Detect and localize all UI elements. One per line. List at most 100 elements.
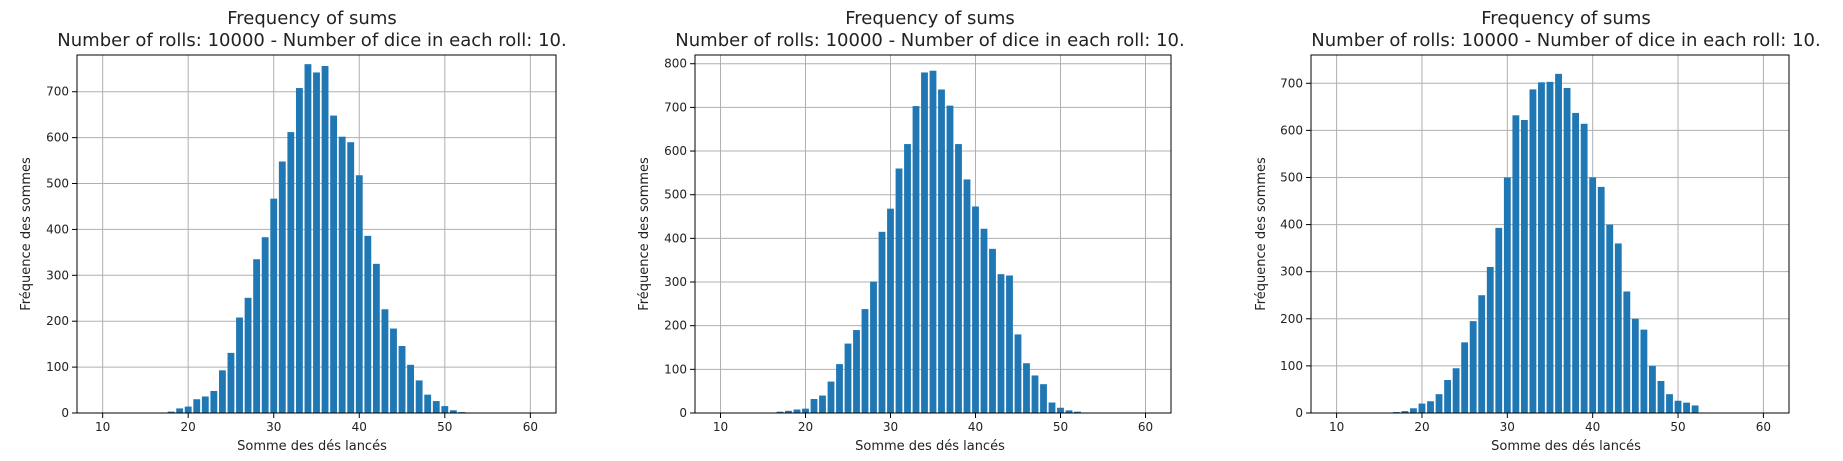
histogram-bar (390, 328, 397, 413)
histogram-bar (827, 381, 835, 413)
histogram-bar (904, 144, 911, 413)
x-tick-label: 40 (352, 420, 367, 434)
x-tick-label: 20 (181, 420, 196, 434)
histogram-bar (330, 115, 338, 413)
histogram-bar (1469, 321, 1477, 413)
x-tick-label: 60 (523, 420, 538, 434)
histogram-bar (1427, 401, 1434, 413)
chart-panel-3: Frequency of sums Number of rolls: 10000… (1254, 8, 1821, 454)
histogram-bar (946, 105, 954, 413)
histogram-bar (415, 380, 423, 413)
y-tick-label: 700 (1280, 76, 1303, 90)
histogram-bar (236, 317, 243, 413)
histogram-bar (441, 406, 449, 413)
histogram-bar (887, 208, 894, 413)
histogram-bar (895, 168, 903, 413)
y-tick-label: 700 (46, 85, 69, 99)
histogram-bar (449, 410, 457, 413)
histogram-bar (1486, 266, 1494, 413)
x-tick-label: 10 (1329, 420, 1344, 434)
x-axis-label: Somme des dés lancés (855, 439, 1005, 454)
histogram-bar (1512, 115, 1520, 413)
histogram-bar (244, 297, 252, 413)
histogram-bar (1691, 405, 1699, 413)
histogram-bar (1606, 224, 1614, 413)
histogram-bar (1503, 177, 1511, 413)
histogram-bar (270, 198, 278, 413)
histogram-bar (1023, 363, 1030, 413)
histogram-bar (1563, 87, 1571, 413)
histogram-bar (184, 406, 192, 413)
x-tick-label: 30 (883, 420, 898, 434)
histogram-bar (167, 411, 175, 413)
histogram-bar (1614, 243, 1622, 413)
histogram-bar (1597, 186, 1605, 413)
y-axis-label: Fréquence des sommes (1254, 157, 1269, 311)
y-tick-label: 300 (664, 275, 687, 289)
histogram-bar (776, 411, 784, 413)
chart-subtitle: Number of rolls: 10000 - Number of dice … (57, 30, 566, 51)
histogram-bar (819, 395, 826, 413)
histogram-bar (364, 235, 372, 413)
y-tick-label: 400 (46, 222, 69, 236)
y-tick-label: 0 (1295, 406, 1303, 420)
histogram-bar (963, 179, 971, 413)
histogram-bar (210, 390, 218, 413)
histogram-bar (1640, 329, 1648, 413)
histogram-bar (1048, 402, 1056, 413)
histogram-bar (1435, 394, 1443, 413)
y-tick-label: 600 (664, 144, 687, 158)
histogram-bar (938, 89, 945, 414)
y-tick-label: 300 (46, 268, 69, 282)
histogram-bar (1674, 400, 1682, 413)
histogram-bar (278, 161, 286, 413)
histogram-bar (424, 394, 432, 413)
histogram-bar (844, 343, 852, 413)
chart-panel-1: Frequency of sums Number of rolls: 10000… (19, 8, 567, 454)
x-tick-label: 60 (1756, 420, 1771, 434)
y-tick-label: 500 (664, 188, 687, 202)
y-tick-label: 600 (1280, 123, 1303, 137)
histogram-bar (929, 70, 937, 413)
x-tick-label: 50 (437, 420, 452, 434)
x-tick-label: 50 (1670, 420, 1685, 434)
histogram-bar (802, 408, 809, 413)
y-tick-label: 700 (664, 100, 687, 114)
histogram-bar (355, 175, 363, 413)
histogram-bar (1040, 384, 1047, 413)
histogram-bar (785, 410, 792, 413)
histogram-bar (1478, 295, 1486, 413)
histogram-bar (1410, 408, 1417, 413)
x-tick-label: 10 (95, 420, 110, 434)
histogram-bar (1555, 73, 1562, 413)
chart-title: Frequency of sums (227, 8, 396, 29)
histogram-bar (810, 399, 818, 413)
histogram-bar (1418, 403, 1426, 413)
y-tick-label: 0 (679, 406, 687, 420)
histogram-bar (1657, 380, 1665, 413)
histogram-bar (295, 88, 303, 414)
histogram-bar (287, 132, 295, 413)
x-tick-label: 30 (1500, 420, 1515, 434)
histogram-bar (1006, 275, 1013, 413)
histogram-bar (1444, 380, 1451, 413)
y-tick-label: 400 (1280, 218, 1303, 232)
histogram-bar (972, 206, 979, 413)
histogram-bar (1580, 123, 1588, 413)
histogram-bar (836, 364, 843, 413)
histogram-bar (1631, 318, 1639, 413)
histogram-bar (1057, 407, 1064, 413)
y-tick-label: 800 (664, 57, 687, 71)
histogram-bar (1649, 365, 1656, 413)
histogram-bar (793, 409, 801, 413)
y-tick-label: 300 (1280, 265, 1303, 279)
x-tick-label: 20 (798, 420, 813, 434)
plot-frame (76, 54, 557, 414)
histogram-bar (1529, 89, 1537, 413)
x-axis-label: Somme des dés lancés (1491, 439, 1641, 454)
x-axis-label: Somme des dés lancés (237, 439, 387, 454)
histogram-bar (1683, 402, 1690, 413)
